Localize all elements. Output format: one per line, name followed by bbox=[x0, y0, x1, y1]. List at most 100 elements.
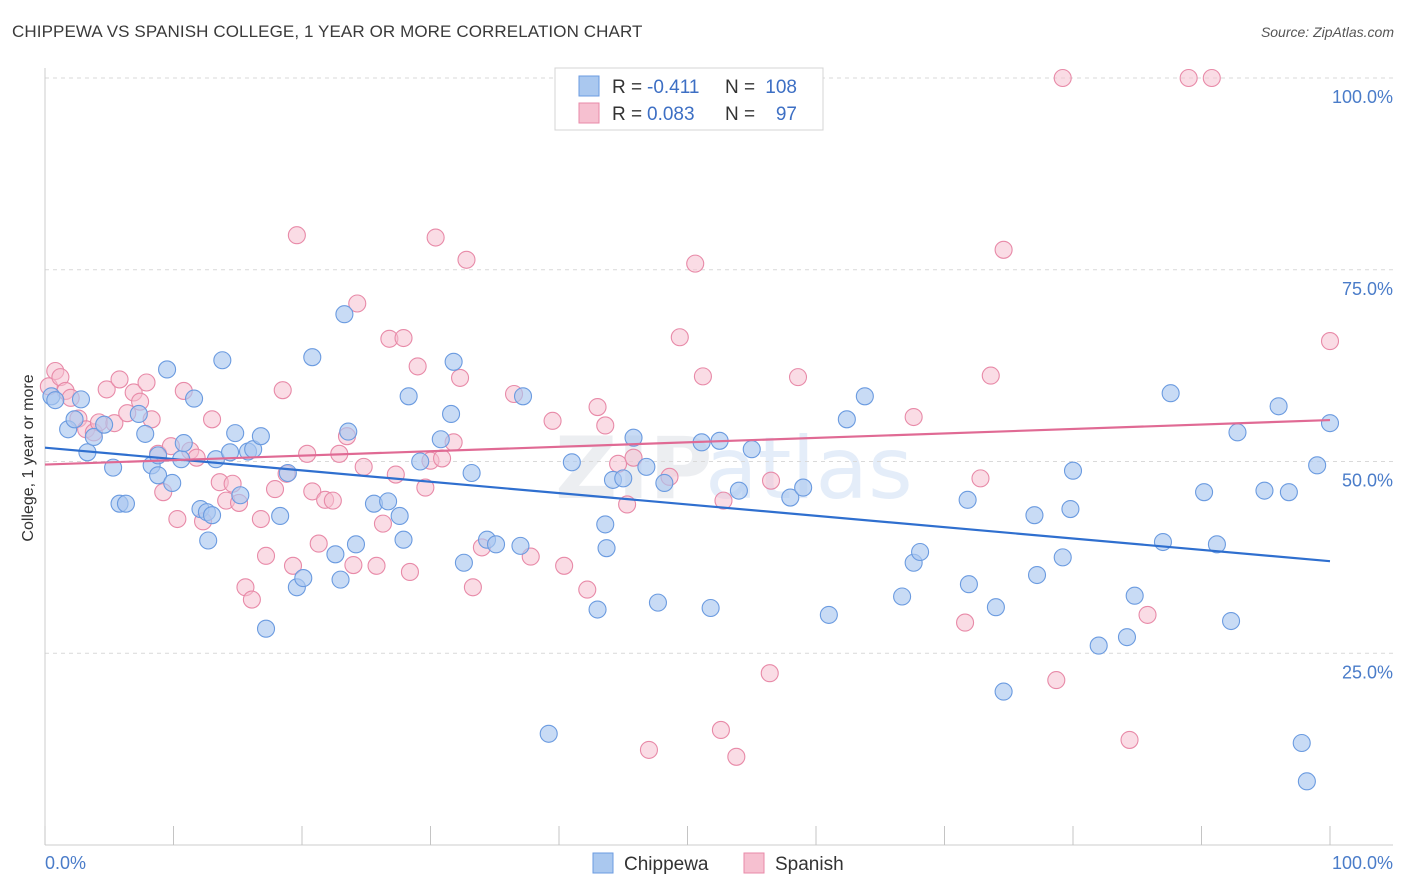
chippewa-point bbox=[1027, 565, 1047, 585]
trend-line-chippewa bbox=[44, 446, 1331, 563]
chippewa-point bbox=[326, 545, 345, 564]
chippewa-point bbox=[95, 415, 114, 434]
chippewa-point bbox=[220, 443, 240, 462]
bottom-legend-swatch-spanish bbox=[743, 852, 765, 874]
legend-swatch-chippewa bbox=[578, 75, 600, 97]
chippewa-point bbox=[1222, 611, 1241, 631]
spanish-point bbox=[187, 448, 206, 467]
chippewa-point bbox=[335, 305, 354, 324]
chippewa-point bbox=[346, 535, 366, 554]
y-tick-label: 50.0% bbox=[1342, 471, 1393, 491]
bottom-legend: Chippewa Spanish bbox=[592, 852, 844, 875]
chippewa-point bbox=[231, 486, 250, 505]
spanish-point bbox=[309, 534, 328, 553]
chippewa-point bbox=[213, 351, 232, 370]
chippewa-point bbox=[1053, 548, 1072, 567]
chippewa-point bbox=[562, 453, 581, 472]
spanish-point bbox=[251, 509, 270, 529]
grid-lines bbox=[45, 77, 1393, 654]
spanish-point bbox=[433, 449, 452, 468]
y-tick-labels: 25.0% 50.0% 75.0% 100.0% bbox=[1332, 87, 1393, 682]
legend-swatch-spanish bbox=[578, 102, 600, 124]
axes bbox=[44, 68, 1393, 846]
chippewa-point bbox=[597, 539, 616, 558]
spanish-point bbox=[596, 416, 615, 435]
chippewa-point bbox=[486, 535, 506, 554]
spanish-point bbox=[451, 368, 470, 387]
spanish-point bbox=[1047, 671, 1066, 690]
chippewa-point bbox=[1269, 397, 1288, 416]
chippewa-point bbox=[588, 600, 607, 619]
chippewa-point bbox=[624, 428, 643, 447]
chippewa-point bbox=[701, 598, 720, 618]
chippewa-point bbox=[278, 463, 297, 483]
watermark: ZIP atlas bbox=[555, 419, 913, 519]
spanish-point bbox=[400, 562, 419, 581]
spanish-point bbox=[283, 556, 303, 575]
spanish-point bbox=[588, 397, 607, 417]
chippewa-point bbox=[729, 481, 748, 500]
chippewa-point bbox=[837, 410, 856, 429]
legend-r-label-spanish: R = bbox=[612, 104, 642, 125]
spanish-point bbox=[686, 254, 705, 273]
chippewa-point bbox=[1320, 414, 1340, 433]
chippewa-point bbox=[444, 352, 463, 371]
chippewa-point bbox=[1117, 628, 1137, 647]
spanish-point bbox=[303, 482, 322, 501]
chippewa-point bbox=[614, 469, 633, 488]
y-tick-label: 75.0% bbox=[1342, 279, 1393, 299]
spanish-point bbox=[1138, 605, 1157, 624]
chippewa-point bbox=[648, 593, 667, 612]
legend-r-value-spanish: 0.083 bbox=[647, 104, 695, 125]
spanish-point bbox=[788, 368, 808, 387]
spanish-point bbox=[168, 509, 187, 529]
chippewa-point bbox=[781, 488, 800, 507]
spanish-point bbox=[273, 381, 292, 400]
chippewa-point bbox=[129, 404, 148, 423]
spanish-point bbox=[727, 747, 746, 766]
legend-n-value-spanish: 97 bbox=[776, 104, 797, 125]
chippewa-point bbox=[149, 466, 168, 485]
spanish-point bbox=[639, 740, 659, 759]
chippewa-point bbox=[65, 410, 84, 429]
chippewa-point bbox=[185, 389, 204, 408]
chippewa-point bbox=[256, 619, 276, 638]
chippewa-point bbox=[1195, 483, 1214, 502]
spanish-point bbox=[956, 613, 975, 632]
legend-r-value-chippewa: -0.411 bbox=[647, 77, 699, 98]
x-tick-labels: 0.0% 100.0% bbox=[45, 853, 1393, 873]
spanish-point bbox=[298, 444, 317, 463]
chippewa-point bbox=[539, 724, 558, 743]
trend-line-spanish bbox=[44, 418, 1331, 466]
spanish-point bbox=[711, 720, 730, 740]
spanish-point bbox=[693, 367, 712, 386]
spanish-point bbox=[110, 370, 129, 389]
chippewa-point bbox=[294, 569, 313, 588]
spanish-point bbox=[287, 226, 306, 245]
chippewa-point bbox=[1063, 461, 1083, 480]
spanish-point bbox=[1320, 332, 1340, 351]
spanish-point bbox=[137, 373, 156, 392]
chippewa-point bbox=[637, 457, 656, 476]
spanish-point bbox=[367, 556, 386, 575]
chippewa-point bbox=[163, 473, 182, 493]
spanish-point bbox=[555, 556, 574, 575]
spanish-point bbox=[1179, 68, 1198, 88]
chippewa-point bbox=[394, 530, 413, 549]
chippewa-point bbox=[454, 553, 473, 572]
y-axis-label: College, 1 year or more bbox=[20, 374, 37, 541]
chippewa-point bbox=[1297, 772, 1316, 791]
chippewa-point bbox=[959, 575, 978, 594]
spanish-point bbox=[416, 478, 435, 497]
chippewa-point bbox=[1061, 500, 1080, 519]
chippewa-point bbox=[251, 427, 270, 446]
spanish-point bbox=[256, 546, 276, 565]
chippewa-point bbox=[513, 387, 533, 406]
spanish-point bbox=[1053, 68, 1072, 88]
chippewa-point bbox=[462, 463, 481, 483]
chippewa-point bbox=[411, 452, 430, 471]
spanish-point bbox=[981, 366, 1000, 385]
chippewa-point bbox=[226, 424, 245, 443]
chippewa-point bbox=[1308, 456, 1327, 475]
chippewa-point bbox=[1125, 586, 1144, 605]
